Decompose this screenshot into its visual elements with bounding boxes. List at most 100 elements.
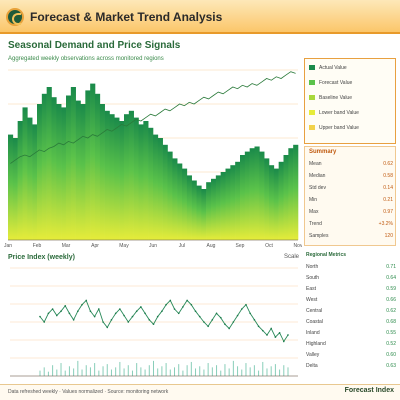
table-cell-label: North [306,264,319,270]
area-bar [128,110,134,240]
volume-bar [169,369,171,376]
table-cell-label: Delta [306,363,318,369]
volume-bar [199,366,201,376]
x-tick-label: Sep [236,243,245,249]
legend-panel: Actual Value Forecast Value Baseline Value… [304,58,396,144]
price-point [119,308,121,310]
volume-bar [186,365,188,376]
price-point [39,315,41,318]
volume-bar [123,368,125,376]
price-point [148,319,151,321]
volume-bar [136,363,138,376]
area-bar [206,182,212,240]
section-two-title: Price Index (weekly) [8,254,75,261]
chart-subcaption: Aggregated weekly observations across mo… [8,56,164,62]
volume-bar [157,368,159,376]
area-bar [167,151,173,240]
footer: Data refreshed weekly · Values normalize… [0,384,400,400]
table-row: South 0.64 [306,275,396,281]
volume-bar [274,364,276,376]
volume-bar [211,367,213,376]
stats-label: Min [309,197,318,203]
volume-bar [60,363,62,376]
price-point [194,310,197,312]
table-cell-label: Highland [306,341,326,347]
area-bar [211,178,217,240]
table-row: Highland 0.52 [306,341,396,347]
table-row: Central 0.62 [306,308,396,314]
price-point [182,306,184,308]
table-cell-label: East [306,286,317,292]
price-point [51,308,54,310]
x-tick-label: Jan [4,243,12,249]
price-point [287,334,289,336]
table-row: Delta 0.63 [306,363,396,369]
area-bar [288,148,294,240]
stats-value: 0.58 [383,173,393,179]
price-point [85,299,88,302]
footer-text: Data refreshed weekly · Values normalize… [8,389,169,395]
table-cell-value: 0.52 [386,341,396,347]
price-point [245,303,247,306]
table-cell-label: Central [306,308,323,314]
price-point [47,312,50,315]
stats-label: Trend [309,221,322,227]
price-point [140,306,142,308]
price-point [198,315,201,318]
bottom-line-chart [0,262,302,382]
area-bar [138,124,144,240]
volume-bar [85,365,87,376]
area-bar [70,87,76,240]
main-area-chart: Jan Feb Mar Apr May Jun Jul Aug Sep Oct Nov [0,62,302,250]
area-bar [99,104,105,240]
price-point [224,323,226,325]
area-bar [225,168,231,240]
area-bar [244,151,250,240]
area-bar [264,158,270,240]
table-row: Inland 0.55 [306,330,396,336]
volume-bar [39,370,41,376]
area-bar [124,114,130,240]
volume-bar [165,363,167,376]
table-row: East 0.59 [306,286,396,292]
area-bar [95,93,101,240]
trend-line [10,71,296,164]
volume-bar [249,367,251,376]
volume-bar [102,366,104,376]
volume-bar [237,366,239,376]
price-point [249,312,251,315]
area-bar [56,104,62,240]
price-point [236,314,239,317]
legend-label: Baseline Value [319,95,352,101]
price-point [207,325,209,328]
bottom-chart-svg [10,267,298,377]
stats-label: Mean [309,161,322,167]
volume-bar [258,370,260,376]
table-row: North 0.71 [306,264,396,270]
volume-bar [148,365,150,376]
volume-bar [106,364,108,376]
price-point [169,299,172,302]
price-point [211,319,214,321]
volume-bar [161,366,163,376]
volume-bar [203,369,205,376]
area-bar [259,151,265,240]
price-point [127,321,130,323]
volume-bar [43,367,45,376]
chart-subtitle: Seasonal Demand and Price Signals [8,40,181,51]
price-point [186,299,188,302]
price-point [106,326,109,329]
area-bar [104,110,110,240]
price-point [270,327,272,330]
price-point [89,310,92,312]
legend-swatch [309,125,315,131]
volume-bar [266,368,268,376]
volume-bar [47,371,49,376]
price-point [152,323,155,325]
table-row: Valley 0.60 [306,352,396,358]
price-point [261,329,264,332]
volume-bar [207,363,209,376]
stats-value: +3.2% [378,221,393,227]
volume-bar [190,361,192,376]
area-bar [153,134,159,240]
